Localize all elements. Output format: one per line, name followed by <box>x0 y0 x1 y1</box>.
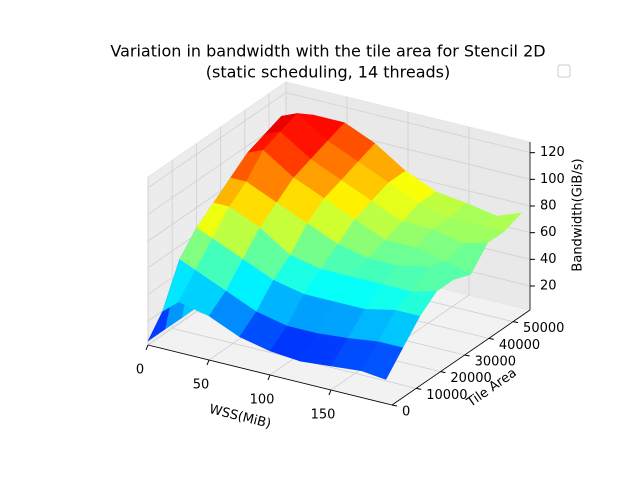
y-tick-label: 30000 <box>475 355 516 370</box>
y-axis <box>391 309 531 406</box>
legend-box <box>557 64 571 78</box>
x-tick-label: 150 <box>311 408 336 423</box>
z-tick-label: 20 <box>540 279 557 294</box>
x-tick <box>267 374 271 381</box>
y-tick <box>512 321 519 324</box>
y-tick <box>488 337 494 340</box>
surface <box>147 113 523 380</box>
x-axis <box>147 344 393 406</box>
y-tick <box>464 354 470 357</box>
z-tick-label: 80 <box>540 199 557 214</box>
x-tick <box>145 344 149 351</box>
x-tick <box>206 359 210 366</box>
x-tick <box>328 389 332 396</box>
x-tick-label: 100 <box>250 393 275 408</box>
z-axis-label: Bandwidth(GiB/s) <box>571 158 586 271</box>
x-tick-label: 50 <box>193 378 210 393</box>
y-tick <box>440 371 446 374</box>
z-tick-label: 120 <box>540 145 565 160</box>
y-tick <box>391 404 398 407</box>
y-tick-label: 20000 <box>450 371 491 386</box>
chart-title: Variation in bandwidth with the tile are… <box>110 42 545 61</box>
x-tick-label: 0 <box>136 363 144 378</box>
surface-cell <box>361 341 404 380</box>
z-tick-label: 100 <box>540 172 565 187</box>
y-tick <box>416 387 422 390</box>
y-tick-label: 40000 <box>499 338 540 353</box>
y-tick-label: 50000 <box>523 321 564 336</box>
grid-line <box>285 92 531 154</box>
grid-line <box>147 92 287 188</box>
z-tick-label: 60 <box>540 225 557 240</box>
chart-subtitle: (static scheduling, 14 threads) <box>206 63 451 82</box>
y-tick-label: 0 <box>402 405 410 420</box>
z-tick-label: 40 <box>540 252 557 267</box>
grid-line <box>147 119 287 215</box>
y-tick-label: 10000 <box>426 388 467 403</box>
